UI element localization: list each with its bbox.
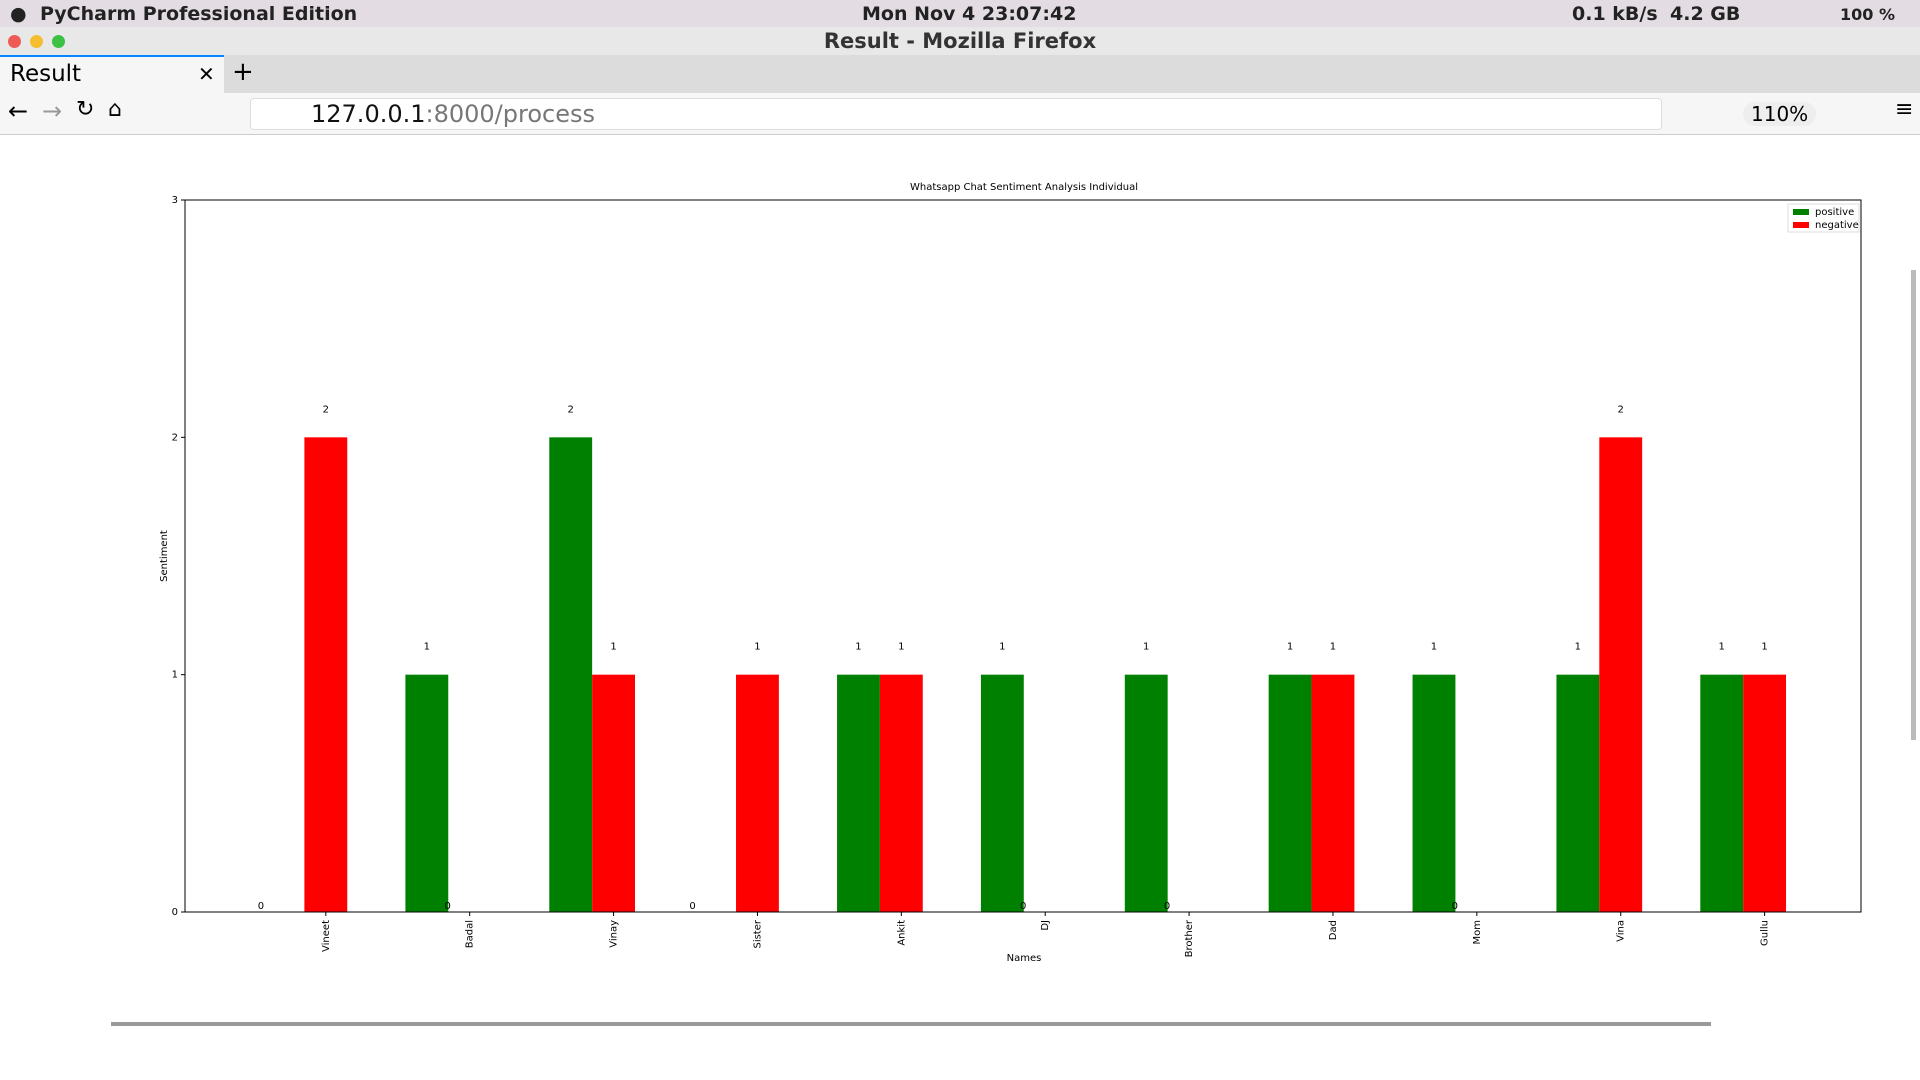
tabbar: Result ✕ +: [0, 55, 1920, 93]
app-name[interactable]: PyCharm Professional Edition: [40, 3, 358, 25]
value-label: 0: [689, 901, 695, 912]
y-tick-label: 0: [172, 907, 178, 918]
value-label: 1: [999, 642, 1005, 653]
maximize-button[interactable]: [52, 35, 65, 48]
bar: [837, 674, 880, 912]
url-host: 127.0.0.1: [311, 100, 426, 128]
x-tick-label: Mom: [1472, 920, 1483, 945]
legend-label: positive: [1815, 207, 1854, 218]
value-label: 0: [445, 901, 451, 912]
bar: [1412, 674, 1456, 912]
home-button[interactable]: ⌂: [108, 97, 122, 122]
x-tick-label: Sister: [752, 919, 763, 948]
value-label: 1: [1287, 642, 1293, 653]
url-bar[interactable]: 127.0.0.1:8000/process 110%: [250, 98, 1817, 130]
minimize-button[interactable]: [30, 35, 43, 48]
plot-frame: [184, 199, 1862, 913]
value-label: 1: [855, 642, 861, 653]
value-label: 0: [1452, 901, 1458, 912]
x-tick-label: Vina: [1616, 920, 1627, 942]
value-label: 1: [898, 642, 904, 653]
legend-box: [1787, 203, 1860, 233]
bar: [304, 437, 348, 912]
value-label: 2: [1618, 404, 1624, 415]
bar: [1556, 674, 1600, 912]
new-tab[interactable]: +: [232, 57, 254, 87]
bar: [879, 674, 923, 912]
titlebar: Result - Mozilla Firefox: [0, 27, 1920, 55]
tab-title: Result: [10, 61, 82, 87]
y-tick-label: 2: [172, 432, 178, 443]
reload-button[interactable]: ↻: [76, 97, 95, 122]
bar: [1599, 437, 1643, 912]
tab[interactable]: Result ✕: [0, 55, 224, 93]
bar: [405, 674, 449, 912]
bar: [549, 437, 593, 912]
value-label: 1: [610, 642, 616, 653]
bar: [736, 674, 779, 912]
bar: [1311, 674, 1355, 912]
chart: Whatsapp Chat Sentiment Analysis Individ…: [111, 182, 1916, 1026]
x-tick-label: Badal: [465, 920, 476, 948]
value-label: 0: [1020, 901, 1026, 912]
value-label: 0: [1164, 901, 1170, 912]
value-label: 1: [1575, 642, 1581, 653]
x-axis-label: Names: [1007, 953, 1042, 964]
network[interactable]: 0.1 kB/s: [1572, 3, 1658, 25]
y-tick-label: 1: [172, 670, 178, 681]
bar: [980, 674, 1024, 912]
x-tick-label: Brother: [1184, 919, 1195, 957]
x-tick-label: Dad: [1328, 920, 1339, 940]
horizontal-scrollbar[interactable]: [111, 1022, 1711, 1026]
clock[interactable]: Mon Nov 4 23:07:42: [862, 3, 1077, 25]
bar: [592, 674, 636, 912]
navbar: ← → ↻ ⌂ 127.0.0.1:8000/process 110% ≡: [0, 93, 1920, 135]
legend-swatch: [1793, 209, 1809, 215]
value-label: 1: [1719, 642, 1725, 653]
value-label: 2: [568, 404, 574, 415]
legend-swatch: [1793, 222, 1809, 228]
value-label: 1: [1143, 642, 1149, 653]
forward-button[interactable]: →: [42, 97, 63, 125]
tab-close[interactable]: ✕: [198, 62, 215, 86]
x-tick-label: Ankit: [896, 920, 907, 946]
value-label: 1: [424, 642, 430, 653]
bar: [1743, 674, 1787, 912]
window-title: Result - Mozilla Firefox: [823, 29, 1097, 53]
value-label: 0: [258, 901, 264, 912]
bar: [1268, 674, 1312, 912]
y-tick-label: 3: [172, 195, 178, 206]
back-button[interactable]: ←: [8, 97, 29, 125]
y-axis-label: Sentiment: [159, 530, 170, 582]
legend-label: negative: [1815, 220, 1859, 231]
menu-button[interactable]: ≡: [1895, 97, 1914, 122]
menubar: ● PyCharm Professional Edition Mon Nov 4…: [0, 0, 1920, 27]
close-button[interactable]: [8, 35, 21, 48]
chart-title: Whatsapp Chat Sentiment Analysis Individ…: [910, 182, 1138, 193]
x-tick-label: Gullu: [1760, 920, 1771, 946]
apple-icon[interactable]: ●: [10, 3, 27, 25]
scrollbar[interactable]: [1911, 270, 1916, 740]
x-tick-label: DJ: [1040, 920, 1051, 931]
value-label: 1: [1761, 642, 1767, 653]
x-tick-label: Vinay: [609, 920, 620, 948]
value-label: 2: [323, 404, 329, 415]
value-label: 1: [754, 642, 760, 653]
x-tick-label: Vineet: [321, 920, 332, 952]
value-label: 1: [1431, 642, 1437, 653]
value-label: 1: [1330, 642, 1336, 653]
url-path: :8000/process: [425, 100, 595, 128]
bar: [1124, 674, 1168, 912]
bar: [1700, 674, 1744, 912]
zoom-level[interactable]: 110%: [1743, 102, 1817, 126]
battery[interactable]: 100 %: [1840, 5, 1895, 24]
memory[interactable]: 4.2 GB: [1670, 3, 1741, 25]
